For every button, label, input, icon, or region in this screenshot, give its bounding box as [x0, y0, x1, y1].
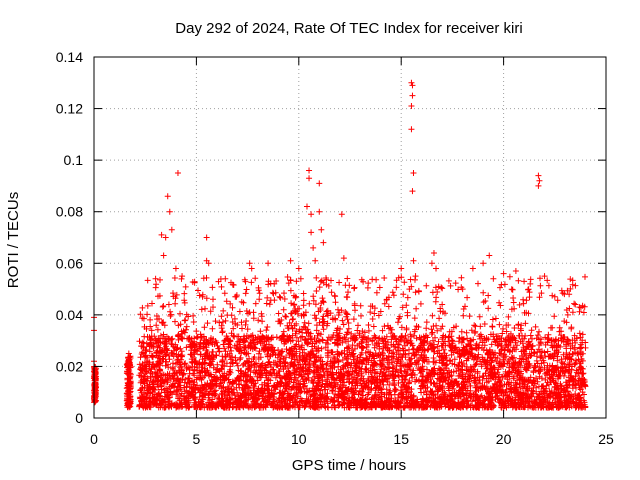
x-tick-label: 20	[496, 431, 512, 447]
outlier-point	[527, 280, 534, 287]
y-tick-label: 0.12	[56, 101, 83, 117]
outlier-point	[306, 175, 313, 182]
outlier-point	[162, 234, 169, 241]
outlier-point	[125, 350, 132, 357]
outlier-point	[308, 211, 315, 218]
outlier-point	[308, 229, 315, 236]
x-tick-label: 5	[193, 431, 201, 447]
outlier-point	[172, 265, 179, 272]
outlier-point	[541, 273, 548, 280]
outlier-point	[265, 260, 272, 267]
outlier-point	[174, 170, 181, 177]
outlier-point	[410, 170, 417, 177]
y-tick-label: 0	[75, 410, 83, 426]
outlier-point	[310, 244, 317, 251]
outlier-point	[158, 231, 165, 238]
outlier-point	[410, 257, 417, 264]
y-tick-label: 0.08	[56, 204, 83, 220]
outlier-point	[536, 177, 543, 184]
outlier-point	[409, 188, 416, 195]
outlier-point	[295, 265, 302, 272]
x-tick-label: 0	[90, 431, 98, 447]
x-tick-label: 15	[393, 431, 409, 447]
outlier-point	[408, 102, 415, 109]
outlier-point	[490, 275, 497, 282]
outlier-point	[551, 293, 558, 300]
outlier-point	[160, 252, 167, 259]
outlier-point	[246, 260, 253, 267]
outlier-point	[535, 172, 542, 179]
outlier-point	[316, 208, 323, 215]
chart-title: Day 292 of 2024, Rate Of TEC Index for r…	[175, 20, 522, 37]
x-tick-label: 10	[291, 431, 307, 447]
outlier-point	[303, 203, 310, 210]
outlier-point	[168, 226, 175, 233]
outlier-point	[287, 257, 294, 264]
outlier-point	[512, 268, 519, 275]
outlier-point	[412, 273, 419, 280]
outlier-point	[179, 273, 186, 280]
outlier-point	[316, 180, 323, 187]
outlier-point	[439, 301, 446, 308]
outlier-point	[205, 260, 212, 267]
outlier-point	[248, 265, 255, 272]
outlier-point	[312, 257, 319, 264]
outlier-point	[400, 291, 407, 298]
y-tick-label: 0.1	[64, 152, 84, 168]
x-axis-title: GPS time / hours	[292, 457, 406, 474]
y-tick-label: 0.14	[56, 49, 83, 65]
outlier-point	[409, 92, 416, 99]
outlier-point	[572, 301, 579, 308]
outlier-point	[125, 358, 132, 365]
axis-ticks: 0 0.02 0.04 0.06 0.08 0.1 0.12 0.14 0 5 10 15 20 25	[56, 49, 614, 447]
outlier-point	[409, 82, 416, 89]
outlier-point	[480, 260, 487, 267]
outlier-point	[406, 286, 413, 293]
outlier-point	[428, 260, 435, 267]
outlier-point	[164, 193, 171, 200]
outlier-point	[92, 394, 99, 401]
outlier-point	[398, 265, 405, 272]
outlier-point	[320, 239, 327, 246]
outlier-point	[306, 167, 313, 174]
outlier-point	[535, 182, 542, 189]
outlier-point	[408, 126, 415, 133]
outlier-point	[232, 293, 239, 300]
outlier-point	[576, 304, 583, 311]
outlier-point	[203, 234, 210, 241]
outlier-point	[297, 275, 304, 282]
x-tick-label: 25	[598, 431, 614, 447]
outlier-point	[338, 211, 345, 218]
outlier-point	[318, 226, 325, 233]
outlier-point	[469, 265, 476, 272]
y-tick-label: 0.06	[56, 255, 83, 271]
outlier-point	[271, 280, 278, 287]
y-axis-title: ROTI / TECUs	[5, 192, 22, 288]
outlier-point	[433, 265, 440, 272]
outlier-point	[408, 79, 415, 86]
outlier-point	[199, 293, 206, 300]
outlier-point	[521, 278, 528, 285]
outlier-point	[340, 255, 347, 262]
outlier-point	[383, 296, 390, 303]
outlier-point	[459, 286, 466, 293]
outlier-point	[566, 291, 573, 298]
outlier-point	[500, 270, 507, 277]
outlier-point	[166, 208, 173, 215]
outlier-point	[486, 252, 493, 259]
y-tick-label: 0.02	[56, 358, 83, 374]
outlier-point	[430, 249, 437, 256]
plot-frame	[93, 56, 607, 419]
y-tick-label: 0.04	[56, 307, 83, 323]
